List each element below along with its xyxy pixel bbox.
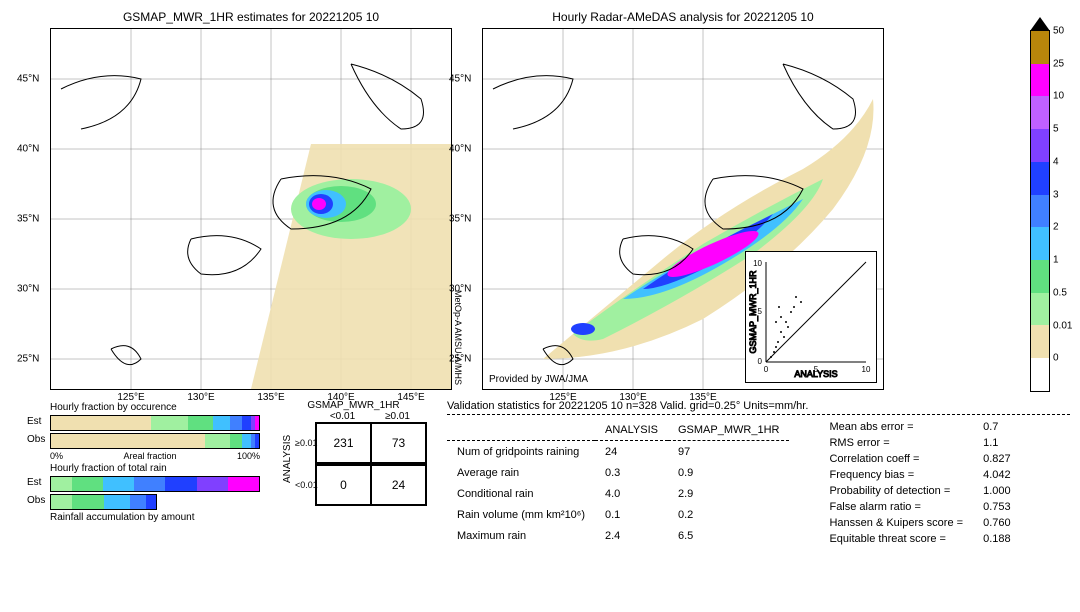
ct-cell-01: 73 [371, 423, 426, 463]
bar-obs-occ: Obs [50, 433, 260, 449]
bars-column: Hourly fraction by occurence Est Obs 0% … [50, 400, 260, 547]
contingency-column: GSMAP_MWR_1HR ANALYSIS <0.01 ≥0.01 ≥0.01… [280, 400, 427, 547]
scatter-inset: ANALYSIS GSMAP_MWR_1HR 0 5 10 0 5 10 [745, 251, 877, 383]
ct-row-1: <0.01 [295, 464, 315, 506]
bars-axis-left: 0% [50, 451, 63, 461]
bottom-row: Hourly fraction by occurence Est Obs 0% … [0, 390, 1080, 547]
ct-col-0: <0.01 [315, 411, 370, 422]
bars-occ-title: Hourly fraction by occurence [50, 402, 260, 413]
map-right-panel: Hourly Radar-AMeDAS analysis for 2022120… [482, 10, 884, 390]
svg-text:10: 10 [753, 259, 762, 268]
map-left-attrib: MetOp-A AMSU-A/MHS [453, 290, 463, 385]
bar-est-tot: Est [50, 476, 260, 492]
stats-header: Validation statistics for 20221205 10 n=… [447, 400, 1070, 415]
ct-cell-10: 0 [316, 465, 371, 505]
bars-tot-title: Hourly fraction of total rain [50, 463, 260, 474]
ct-col-1: ≥0.01 [370, 411, 425, 422]
bar-est-occ: Est [50, 415, 260, 431]
bars-axis-right: 100% [237, 451, 260, 461]
bars-acc-title: Rainfall accumulation by amount [50, 512, 260, 523]
bar-obs-tot: Obs [50, 494, 157, 510]
svg-text:5: 5 [758, 307, 763, 316]
map-left: MetOp-A AMSU-A/MHS 45°N40°N35°N30°N25°N1… [50, 28, 452, 390]
map-right-title: Hourly Radar-AMeDAS analysis for 2022120… [482, 10, 884, 24]
map-left-svg [51, 29, 451, 389]
metrics-table: Mean abs error =0.7RMS error =1.1Correla… [819, 419, 1020, 547]
map-left-title: GSMAP_MWR_1HR estimates for 20221205 10 [50, 10, 452, 24]
maps-row: GSMAP_MWR_1HR estimates for 20221205 10 [0, 0, 1080, 390]
ct-row-header: ANALYSIS [280, 411, 295, 506]
svg-text:0: 0 [764, 365, 769, 374]
svg-text:5: 5 [814, 365, 819, 374]
stats-column: Validation statistics for 20221205 10 n=… [447, 400, 1070, 547]
bars-axis-mid: Areal fraction [123, 451, 176, 461]
map-left-panel: GSMAP_MWR_1HR estimates for 20221205 10 [50, 10, 452, 390]
ct-cell-11: 24 [371, 465, 426, 505]
colorbar: 502510543210.50.010 [1030, 30, 1050, 392]
stats-table: ANALYSISGSMAP_MWR_1HRNum of gridpoints r… [447, 419, 789, 547]
svg-text:0: 0 [758, 357, 763, 366]
svg-text:GSMAP_MWR_1HR: GSMAP_MWR_1HR [748, 270, 758, 354]
svg-text:10: 10 [862, 365, 871, 374]
ct-row-0: ≥0.01 [295, 422, 315, 464]
map-right: Provided by JWA/JMA ANALYSIS GSMAP_MWR_1… [482, 28, 884, 390]
ct-cell-00: 231 [316, 423, 371, 463]
map-right-attrib: Provided by JWA/JMA [489, 374, 588, 385]
